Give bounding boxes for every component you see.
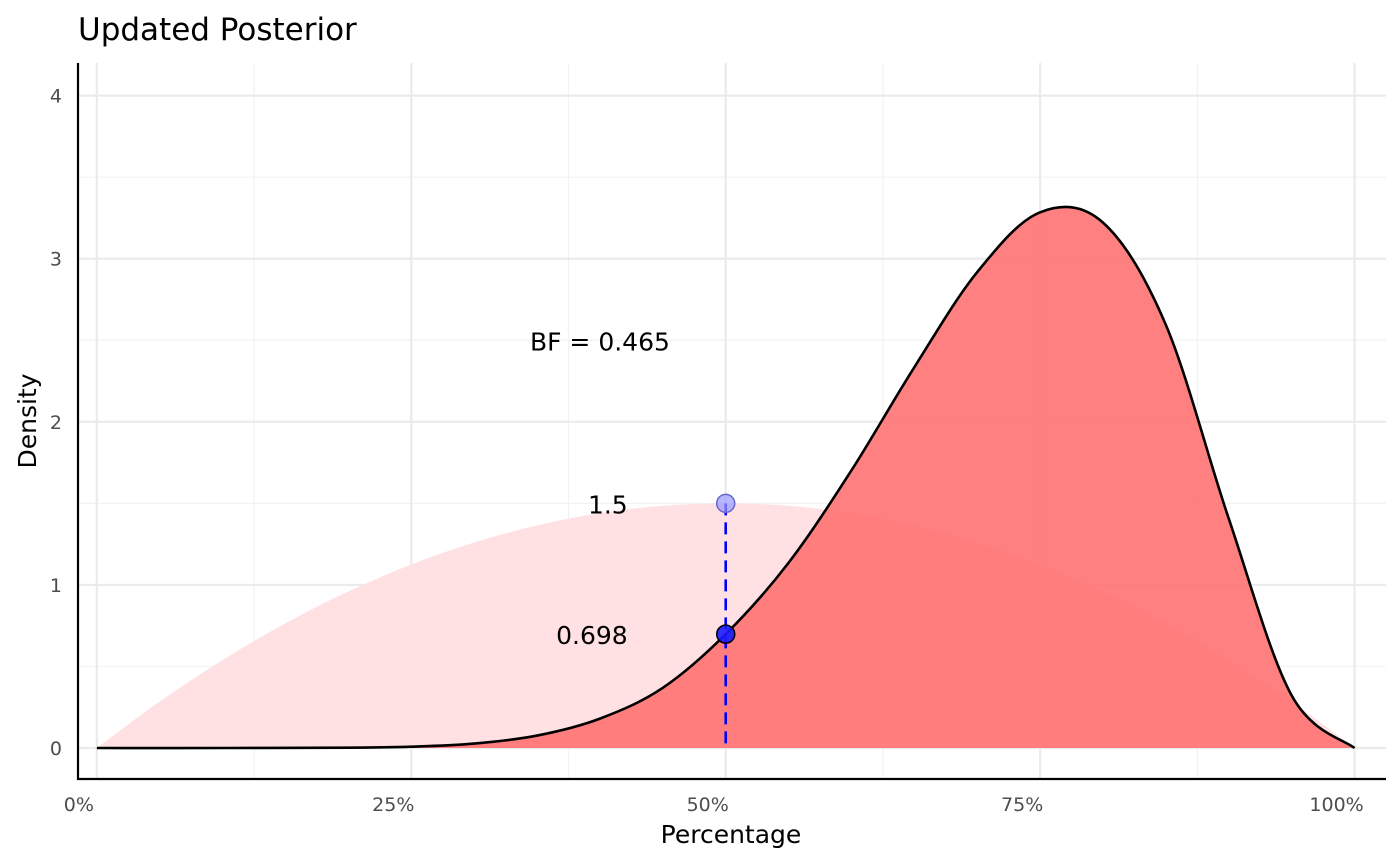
x-axis-title: Percentage bbox=[661, 820, 802, 849]
y-tick-label: 1 bbox=[50, 575, 62, 597]
chart-title: Updated Posterior bbox=[78, 12, 357, 48]
bayes-factor-label: BF = 0.465 bbox=[530, 327, 670, 356]
x-tick-label: 0% bbox=[64, 794, 94, 816]
x-tick-label: 100% bbox=[1309, 794, 1363, 816]
x-axis-ticks: 0% 25% 50% 75% 100% bbox=[64, 794, 1364, 816]
y-tick-label: 3 bbox=[50, 249, 62, 271]
y-axis-title: Density bbox=[13, 373, 42, 468]
x-tick-label: 50% bbox=[687, 794, 729, 816]
posterior-curve bbox=[96, 205, 1356, 750]
y-tick-label: 2 bbox=[50, 412, 62, 434]
annotations: 1.5 0.698 BF = 0.465 bbox=[530, 327, 670, 650]
prior-point bbox=[715, 493, 736, 514]
posterior-point bbox=[715, 624, 736, 644]
posterior-area bbox=[96, 206, 1355, 749]
x-tick-label: 75% bbox=[1001, 794, 1043, 816]
posterior-point-label: 0.698 bbox=[556, 621, 628, 650]
y-tick-label: 4 bbox=[50, 86, 62, 108]
y-tick-label: 0 bbox=[50, 738, 62, 760]
prior-point-label: 1.5 bbox=[588, 490, 628, 519]
y-axis-ticks: 0 1 2 3 4 bbox=[50, 86, 62, 760]
reference-marks bbox=[715, 493, 736, 749]
x-tick-label: 25% bbox=[372, 794, 414, 816]
